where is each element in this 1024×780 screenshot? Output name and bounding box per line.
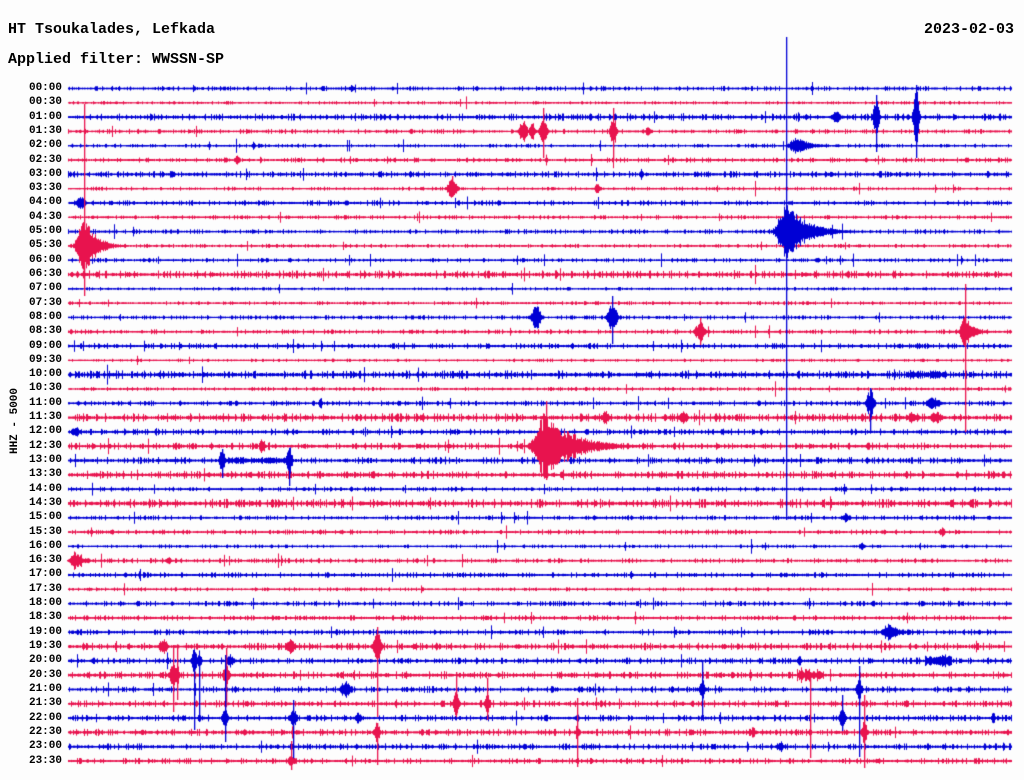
time-label: 16:00 bbox=[28, 539, 62, 552]
time-label: 10:30 bbox=[28, 382, 62, 395]
time-label: 05:30 bbox=[28, 239, 62, 252]
time-label: 19:30 bbox=[28, 640, 62, 653]
time-label: 11:00 bbox=[28, 396, 62, 409]
time-label: 02:30 bbox=[28, 153, 62, 166]
time-label: 16:30 bbox=[28, 554, 62, 567]
time-label: 01:30 bbox=[28, 124, 62, 137]
time-label: 12:00 bbox=[28, 425, 62, 438]
time-label: 04:30 bbox=[28, 210, 62, 223]
time-label: 13:00 bbox=[28, 454, 62, 467]
time-label: 07:30 bbox=[28, 296, 62, 309]
time-label: 11:30 bbox=[28, 411, 62, 424]
time-label: 22:30 bbox=[28, 725, 62, 738]
time-label: 13:30 bbox=[28, 468, 62, 481]
time-label: 20:30 bbox=[28, 668, 62, 681]
time-label: 14:00 bbox=[28, 482, 62, 495]
time-label: 22:00 bbox=[28, 711, 62, 724]
time-label: 10:00 bbox=[28, 368, 62, 381]
record-date: 2023-02-03 bbox=[923, 21, 1014, 38]
time-label: 09:30 bbox=[28, 353, 62, 366]
time-label: 17:00 bbox=[28, 568, 62, 581]
time-label: 19:00 bbox=[28, 625, 62, 638]
time-label: 06:30 bbox=[28, 268, 62, 280]
time-label: 07:00 bbox=[28, 282, 62, 295]
time-label: 18:00 bbox=[28, 597, 62, 610]
filter-label: Applied filter: WWSSN-SP bbox=[8, 51, 225, 68]
time-label: 05:00 bbox=[28, 225, 62, 238]
time-label: 18:30 bbox=[28, 611, 62, 624]
time-label: 09:00 bbox=[28, 339, 62, 352]
time-label: 06:00 bbox=[28, 253, 62, 266]
time-label: 15:30 bbox=[28, 525, 62, 538]
time-label: 00:30 bbox=[28, 96, 62, 109]
time-label: 14:30 bbox=[28, 496, 62, 509]
time-label: 15:00 bbox=[28, 511, 62, 524]
time-label: 23:00 bbox=[28, 740, 62, 753]
time-label: 20:00 bbox=[28, 654, 62, 667]
station-title: HT Tsoukalades, Lefkada bbox=[8, 21, 216, 38]
time-label: 00:00 bbox=[28, 82, 62, 94]
time-label: 21:00 bbox=[28, 682, 62, 695]
time-label: 21:30 bbox=[28, 697, 62, 710]
time-label: 01:00 bbox=[28, 110, 62, 123]
time-label: 02:00 bbox=[28, 139, 62, 152]
time-label: 08:00 bbox=[28, 310, 62, 323]
time-label: 17:30 bbox=[28, 582, 62, 595]
time-label: 23:30 bbox=[28, 754, 62, 767]
time-label: 03:30 bbox=[28, 182, 62, 195]
time-label: 12:30 bbox=[28, 439, 62, 452]
time-label: 03:00 bbox=[28, 167, 62, 180]
time-label: 04:00 bbox=[28, 196, 62, 209]
time-label: 08:30 bbox=[28, 325, 62, 338]
